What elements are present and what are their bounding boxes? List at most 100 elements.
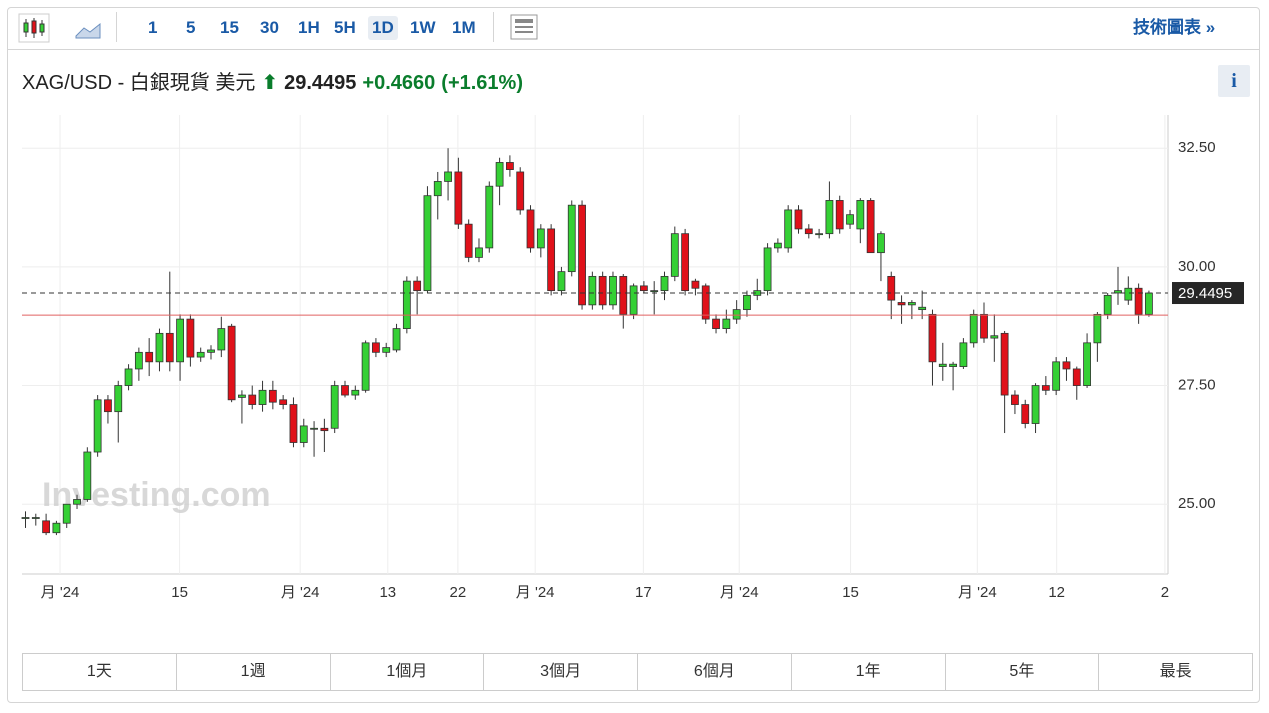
- candle-body: [176, 318, 184, 363]
- candle-body: [299, 425, 308, 443]
- candle-body: [1052, 361, 1061, 391]
- candle-body: [361, 342, 370, 391]
- candle-body: [1083, 342, 1091, 386]
- interval-button[interactable]: 1M: [452, 18, 476, 37]
- interval-button[interactable]: 5: [186, 18, 196, 37]
- candle-body: [444, 171, 452, 182]
- change: +0.4660: [362, 72, 436, 94]
- candle-body: [485, 185, 494, 249]
- range-button[interactable]: 5年: [946, 654, 1100, 690]
- candle-body: [341, 385, 349, 396]
- candle-body: [382, 347, 391, 353]
- candle-body: [114, 385, 123, 413]
- candle-body: [619, 275, 628, 315]
- candle-body: [918, 306, 927, 311]
- candle-body: [835, 200, 844, 230]
- candle-body: [372, 342, 380, 353]
- widget-frame: 1 5 15 30 1H 5H 1D 1W 1M 技術圖表 » XAG/USD - 白銀現貨 美…: [7, 7, 1260, 703]
- candle-body: [784, 209, 793, 249]
- info-button[interactable]: i: [1218, 65, 1250, 97]
- candle-body: [217, 328, 226, 351]
- chart: 25.00 27.50 30.00 32.50 月 '24 15 月 '24 13 22 月 '2…: [21, 115, 1244, 601]
- candle-body: [134, 351, 143, 370]
- x-tick-label: 13: [379, 584, 396, 601]
- candle-body: [1093, 313, 1102, 344]
- interval-button[interactable]: 1: [148, 18, 158, 37]
- candle-body: [722, 318, 731, 329]
- candle-body: [629, 285, 638, 315]
- candle-body: [670, 233, 679, 277]
- candle-body: [567, 204, 576, 273]
- candle-body: [289, 404, 298, 443]
- area-icon[interactable]: [74, 20, 104, 40]
- separator: [493, 12, 494, 42]
- candle-body: [1114, 290, 1122, 294]
- candle-body: [155, 332, 164, 363]
- candle-body: [609, 275, 617, 306]
- candle-body: [1031, 385, 1040, 424]
- range-selector: 1天 1週 1個月 3個月 6個月 1年 5年 最長: [22, 653, 1253, 691]
- candle-body: [639, 285, 648, 292]
- quote-header: XAG/USD - 白銀現貨 美元 ⬆ 29.4495 +0.4660 (+1.61%): [22, 66, 529, 95]
- candle-body: [938, 363, 947, 367]
- candle-body: [248, 394, 257, 405]
- candle-body: [660, 275, 669, 292]
- candle-body: [1134, 287, 1143, 315]
- range-button[interactable]: 3個月: [484, 654, 638, 690]
- candle-body: [207, 349, 215, 353]
- candle-body: [825, 200, 834, 235]
- toolbar: 1 5 15 30 1H 5H 1D 1W 1M 技術圖表 »: [8, 8, 1259, 50]
- range-button[interactable]: 1個月: [331, 654, 485, 690]
- interval-button[interactable]: 15: [220, 18, 239, 37]
- range-button[interactable]: 1天: [23, 654, 177, 690]
- candle-body: [454, 171, 463, 225]
- candle-body: [516, 171, 525, 211]
- candle-body: [93, 399, 102, 453]
- y-tick-label: 25.00: [1178, 495, 1216, 512]
- candle-body: [227, 325, 236, 401]
- candle-body: [928, 313, 937, 363]
- candle-body: [969, 313, 978, 344]
- watermark: Investing.com: [42, 476, 271, 514]
- candle-body: [557, 271, 566, 292]
- candle-body: [104, 399, 112, 413]
- candle-body: [392, 328, 401, 351]
- range-button[interactable]: 1年: [792, 654, 946, 690]
- candle-body: [145, 351, 154, 363]
- range-button[interactable]: 6個月: [638, 654, 792, 690]
- candle-body: [1072, 368, 1081, 386]
- candle-body: [578, 204, 586, 306]
- candle-body: [402, 280, 411, 329]
- x-tick-label: 12: [1048, 584, 1065, 601]
- y-tick-label: 27.50: [1178, 377, 1216, 394]
- candle-body: [62, 503, 71, 524]
- interval-button[interactable]: 1W: [410, 18, 436, 37]
- candle-body: [320, 427, 329, 432]
- news-icon[interactable]: [510, 14, 540, 42]
- candle-body: [351, 389, 360, 396]
- interval-button[interactable]: 30: [260, 18, 279, 37]
- candle-body: [1124, 287, 1133, 301]
- candle-body: [536, 228, 545, 249]
- candle-body: [691, 280, 700, 289]
- candle-body: [186, 318, 195, 358]
- candle-body: [547, 228, 556, 292]
- candle-body: [650, 290, 659, 293]
- candle-body: [701, 285, 710, 320]
- range-button[interactable]: 1週: [177, 654, 331, 690]
- interval-button[interactable]: 1H: [298, 18, 320, 37]
- technical-link[interactable]: 技術圖表 »: [1133, 18, 1216, 37]
- candle-icon[interactable]: [18, 13, 58, 43]
- interval-button[interactable]: 5H: [334, 18, 356, 37]
- x-tick-label: 月 '24: [41, 584, 80, 601]
- last-price: 29.4495: [284, 72, 357, 94]
- candle-body: [773, 242, 782, 249]
- candle-body: [423, 195, 432, 292]
- candle-body: [464, 223, 473, 258]
- interval-button[interactable]: 1D: [368, 16, 398, 40]
- candle-body: [712, 318, 720, 329]
- range-button[interactable]: 最長: [1159, 663, 1192, 680]
- candle-body: [732, 309, 741, 320]
- candle-body: [846, 214, 854, 225]
